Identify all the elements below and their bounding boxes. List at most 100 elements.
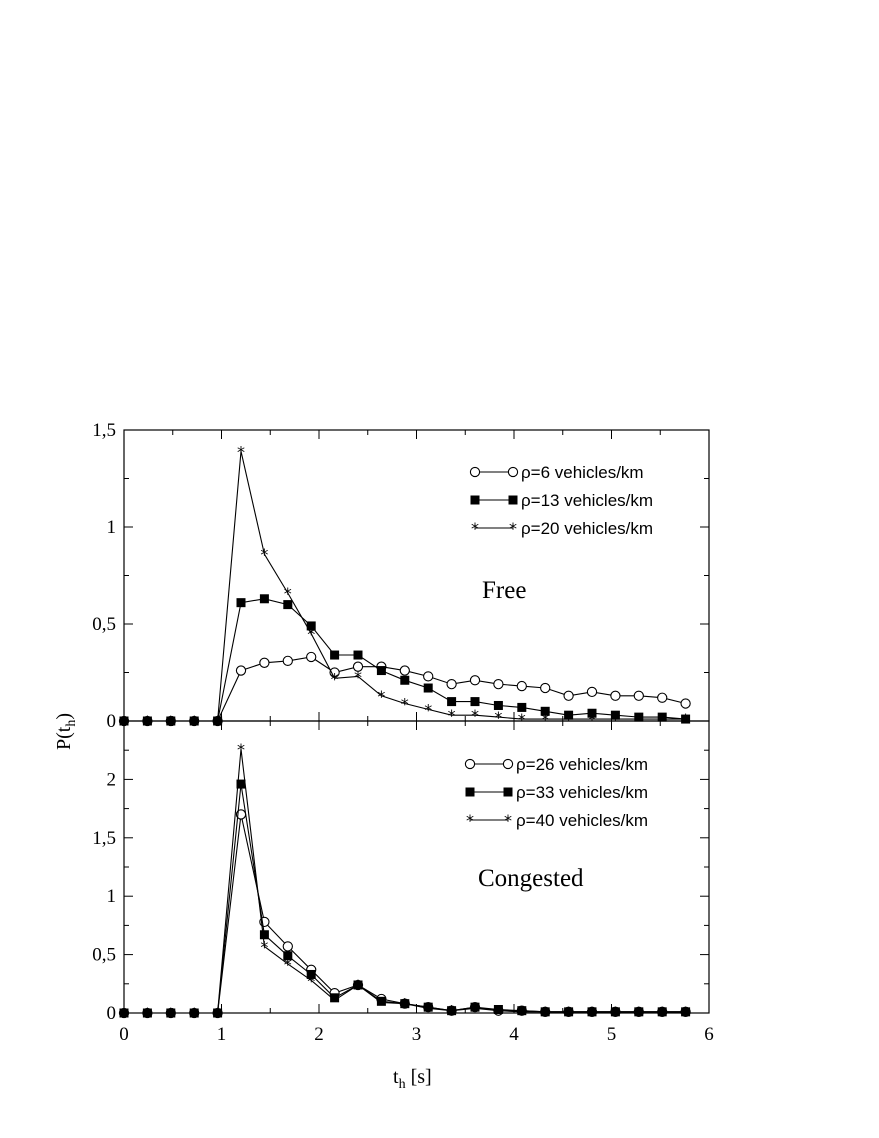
y-tick-label: 0 — [107, 1003, 117, 1024]
data-point — [516, 680, 527, 692]
data-point — [540, 682, 551, 694]
x-tick-label: 0 — [119, 1024, 129, 1045]
legend-marker — [508, 495, 518, 505]
data-point — [259, 594, 269, 604]
data-point: * — [331, 669, 339, 688]
data-point — [493, 1004, 503, 1014]
legend-marker — [470, 495, 480, 505]
data-point — [446, 678, 457, 690]
legend-entry: * * ρ=40 vehicles/km — [466, 811, 648, 830]
data-point — [610, 690, 621, 701]
legend-label: ρ=13 vehicles/km — [521, 491, 653, 510]
series-layer: * * * * ****** ** * * * * * * * * * * * * ** * * * ******** * * *… — [118, 442, 691, 1023]
data-point — [657, 712, 667, 722]
data-point — [423, 683, 433, 693]
legend-marker — [469, 466, 481, 478]
data-point — [282, 941, 293, 952]
data-point — [283, 600, 293, 610]
y-tick-label: 0,5 — [92, 945, 116, 966]
data-point: * — [471, 999, 479, 1018]
data-point: * — [565, 710, 573, 729]
data-point — [283, 951, 293, 961]
x-tick-label: 4 — [509, 1024, 519, 1045]
legend-marker: * — [504, 811, 512, 830]
legend-marker: * — [471, 519, 479, 538]
data-point — [423, 671, 434, 682]
data-point: * — [494, 708, 502, 727]
data-point — [306, 651, 317, 663]
legend-entry: ρ=26 vehicles/km — [464, 755, 648, 774]
data-point — [282, 655, 293, 667]
data-point: * — [214, 712, 222, 731]
series-line — [124, 451, 686, 722]
data-point: * — [120, 1004, 128, 1023]
legend-entry: ρ=33 vehicles/km — [465, 783, 648, 802]
data-point: * — [167, 1004, 175, 1023]
data-point — [376, 996, 386, 1006]
data-point: * — [611, 710, 619, 729]
legend-entry: ρ=6 vehicles/km — [469, 463, 644, 482]
data-point — [493, 678, 504, 690]
data-point — [587, 708, 597, 718]
data-point — [259, 657, 270, 668]
data-point — [586, 686, 598, 698]
data-point — [235, 665, 247, 676]
data-point: * — [518, 1003, 526, 1022]
data-point: * — [494, 1002, 502, 1021]
data-point: * — [588, 710, 596, 729]
panel-1-series-circle — [118, 809, 691, 1019]
data-point: * — [424, 700, 432, 719]
series-line — [124, 748, 686, 1014]
x-tick-label: 1 — [217, 1024, 227, 1045]
panel-1-series-star: * * * * * * * * * * * * * * * * * * * * * * * * * — [120, 740, 690, 1023]
data-point — [469, 675, 481, 686]
data-point: * — [284, 955, 292, 974]
x-tick-label: 3 — [412, 1024, 422, 1045]
data-point: * — [658, 1003, 666, 1022]
series-line — [124, 814, 686, 1014]
panel-0-series-circle — [118, 651, 691, 727]
data-point — [236, 598, 246, 608]
data-point: * — [565, 1003, 573, 1022]
data-point: * — [658, 710, 666, 729]
data-point: * — [237, 442, 245, 461]
data-point — [400, 675, 410, 685]
data-point: * — [354, 667, 362, 686]
data-point — [610, 710, 620, 720]
y-tick-label: 0,5 — [92, 614, 116, 635]
x-tick-label: 6 — [704, 1024, 714, 1045]
data-point: * — [424, 999, 432, 1018]
data-point: * — [635, 710, 643, 729]
legend-marker: * — [466, 811, 474, 830]
data-point — [306, 969, 316, 979]
data-point — [399, 665, 410, 676]
data-point: * — [143, 712, 151, 731]
data-point: * — [471, 706, 479, 725]
data-point — [634, 712, 644, 722]
data-point — [633, 690, 644, 701]
data-point: * — [120, 712, 128, 731]
y-axis-title-main: P(t — [53, 726, 75, 750]
data-point — [493, 700, 503, 710]
data-point: * — [611, 1003, 619, 1022]
data-point: * — [260, 937, 268, 956]
bottom-panel-annotation: Congested — [478, 865, 584, 892]
ticks-layer: 0 0,5 1 1,5 0 0,5 1 1,5 2 0 1 2 3 4 5 6 — [92, 420, 714, 1045]
legend-label: ρ=33 vehicles/km — [516, 783, 648, 802]
data-point — [330, 650, 340, 660]
data-point: * — [518, 710, 526, 729]
legend-entry: ρ=13 vehicles/km — [470, 491, 653, 510]
data-point: * — [682, 710, 690, 729]
data-point: * — [190, 712, 198, 731]
data-point: * — [377, 993, 385, 1012]
x-tick-label: 5 — [607, 1024, 617, 1045]
data-point: * — [541, 1003, 549, 1022]
panel-0-series-star: * * * * * * * * * * * * * * * * * * * * * * * * * — [120, 442, 690, 731]
data-point — [447, 697, 457, 707]
x-axis-title-unit: [s] — [406, 1066, 432, 1088]
data-point — [423, 1002, 433, 1012]
data-point — [259, 930, 269, 940]
data-point — [470, 1002, 480, 1012]
legend-entry: * * ρ=20 vehicles/km — [471, 519, 653, 538]
